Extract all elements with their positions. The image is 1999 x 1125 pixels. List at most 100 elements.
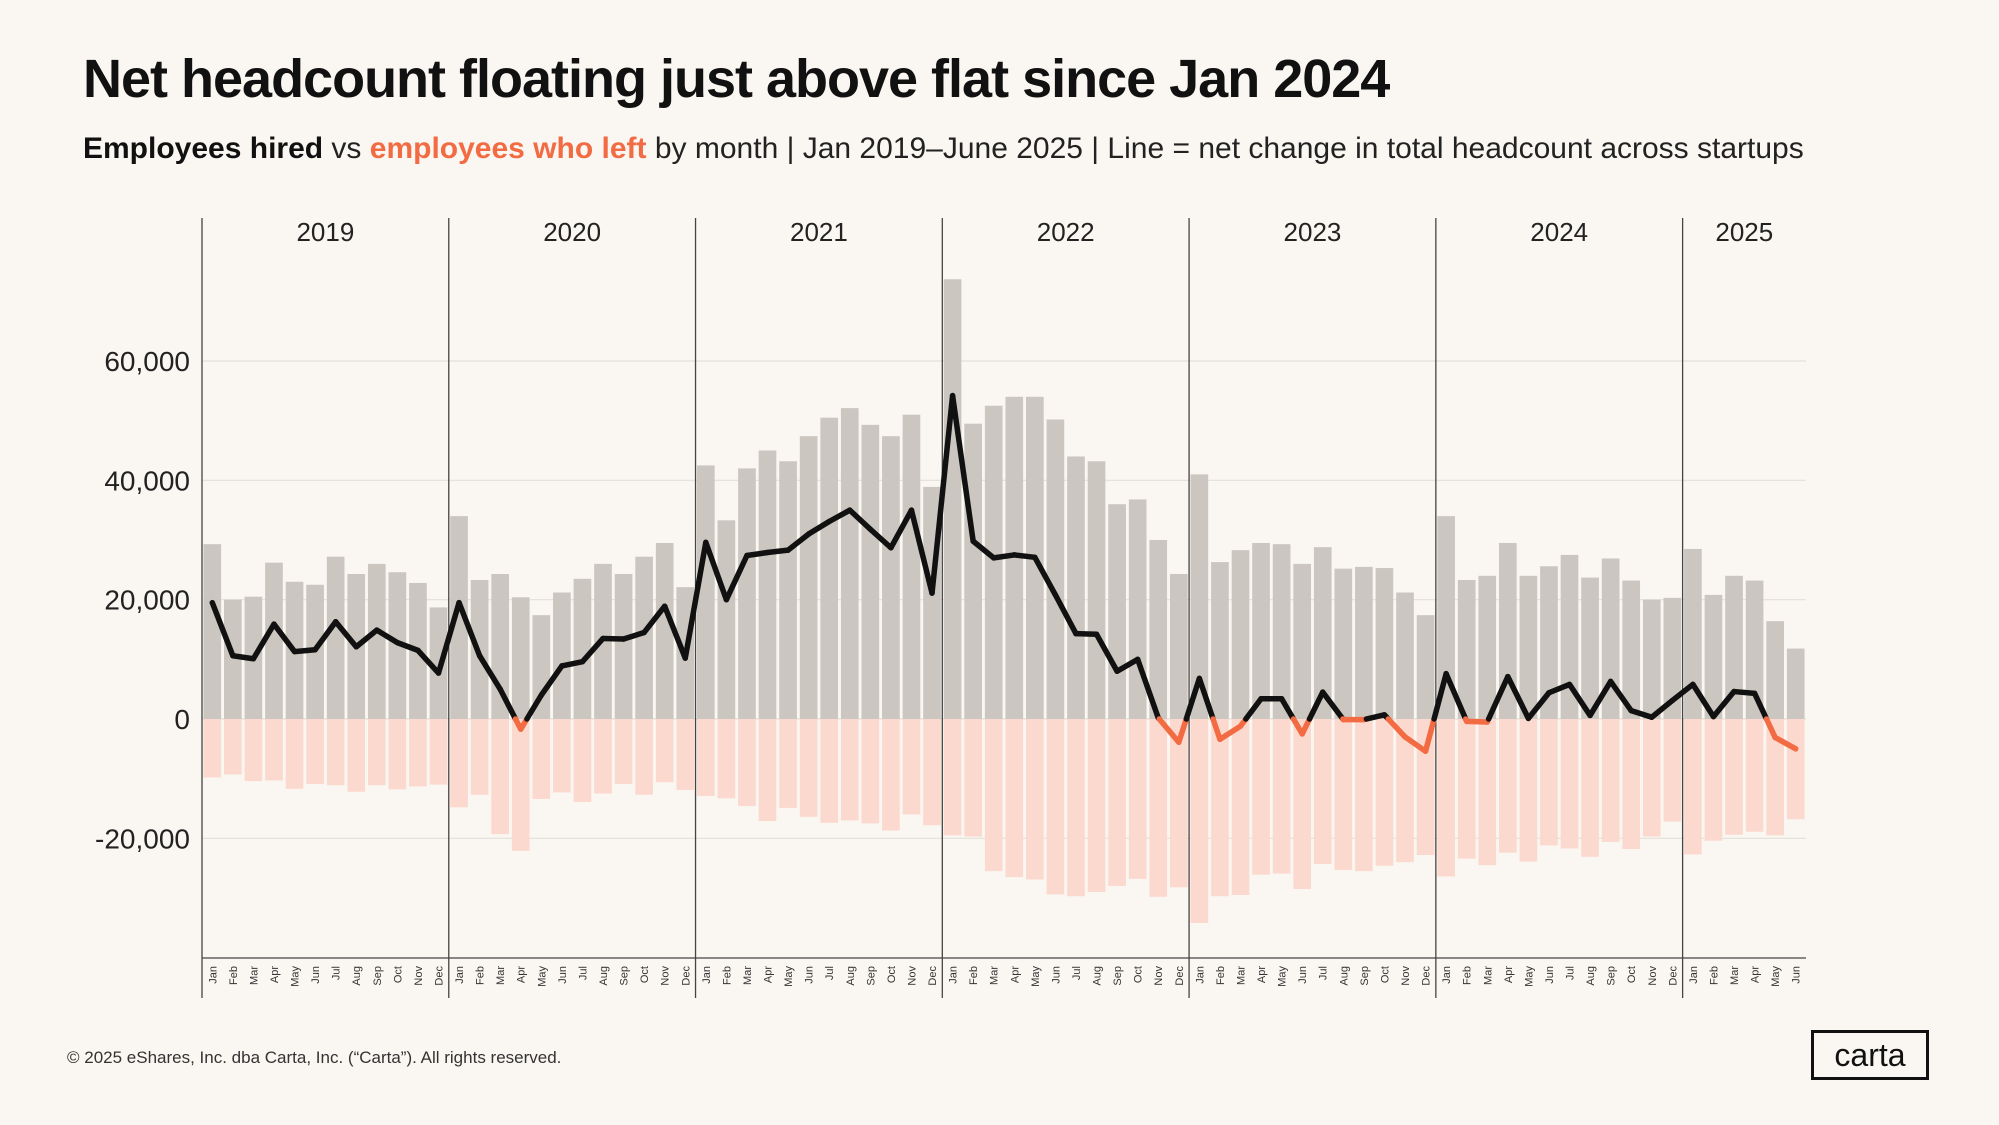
left-bar: [696, 719, 715, 796]
net-line-segment: [888, 507, 915, 551]
month-label: Jan: [1441, 966, 1453, 984]
month-label: Jun: [804, 966, 816, 984]
left-bar: [1355, 719, 1373, 872]
month-label: Jul: [577, 966, 589, 980]
month-label: Jun: [310, 966, 322, 984]
net-line-segment: [1217, 723, 1244, 743]
left-bar: [1581, 719, 1599, 857]
net-line-segment: [1566, 681, 1593, 719]
month-label: Dec: [433, 966, 445, 986]
net-line-segment: [1525, 689, 1552, 722]
net-line-segment: [1628, 707, 1655, 720]
year-label: 2021: [790, 217, 848, 247]
net-line-segment: [230, 653, 257, 662]
month-label: Oct: [1379, 966, 1391, 983]
net-line-segment: [579, 635, 606, 665]
left-bar: [1704, 719, 1723, 841]
month-label: Apr: [269, 966, 281, 983]
net-line-segment: [271, 621, 298, 655]
chart-title: Net headcount floating just above flat s…: [83, 49, 1390, 109]
month-label: Feb: [1215, 966, 1227, 985]
y-tick-label: 0: [174, 704, 190, 735]
net-line-segment: [476, 653, 503, 692]
net-line-segment: [908, 507, 935, 596]
left-bar: [882, 719, 900, 831]
hired-bar: [1560, 554, 1579, 719]
left-bar: [779, 719, 797, 808]
year-label: 2020: [543, 217, 601, 247]
hired-bar: [1087, 461, 1106, 719]
month-label: Nov: [1647, 966, 1659, 986]
hired-bar: [1437, 516, 1455, 719]
month-label: Aug: [598, 966, 610, 986]
left-bar: [511, 719, 530, 851]
month-label: Jan: [1194, 966, 1206, 984]
month-label: Jul: [1071, 966, 1083, 980]
net-line-segment: [1183, 675, 1203, 722]
net-line-segment: [1649, 697, 1676, 720]
month-label: Aug: [1092, 966, 1104, 986]
left-bar: [614, 719, 633, 785]
left-bar: [265, 719, 283, 781]
left-bar: [203, 719, 222, 778]
year-label: 2019: [296, 217, 354, 247]
net-line-segment: [1485, 673, 1511, 722]
left-bar: [285, 719, 304, 789]
net-line-segment: [559, 658, 586, 669]
left-bar: [840, 719, 859, 821]
month-label: Jun: [1791, 966, 1803, 984]
month-label: Oct: [1626, 966, 1638, 983]
month-label: May: [290, 966, 302, 987]
month-label: Mar: [495, 966, 507, 985]
net-line-segment: [374, 627, 401, 646]
month-label: Dec: [680, 966, 692, 986]
month-label: Jul: [331, 966, 343, 980]
net-line-segment: [1385, 716, 1408, 740]
left-bar: [1642, 719, 1661, 837]
hired-bar: [1622, 580, 1641, 719]
left-bar: [1026, 719, 1044, 880]
left-bar: [1087, 719, 1106, 893]
hired-bar: [1190, 474, 1209, 719]
left-bar: [738, 719, 756, 807]
net-line-segment: [1587, 678, 1614, 719]
net-line-segment: [1278, 695, 1297, 722]
hired-bar: [840, 408, 859, 719]
net-line-segment: [1032, 554, 1059, 598]
month-label: Sep: [1606, 966, 1618, 986]
left-bar: [1540, 719, 1558, 846]
month-label: Apr: [1256, 966, 1268, 983]
year-label: 2022: [1037, 217, 1095, 247]
net-line-segment: [415, 647, 442, 676]
subtitle-left: employees who left: [369, 132, 647, 165]
left-bar: [923, 719, 941, 826]
hired-bar: [573, 578, 592, 719]
month-label: Aug: [1338, 966, 1350, 986]
hired-bar: [820, 417, 839, 719]
hired-bar: [943, 279, 962, 719]
hired-bar: [1478, 575, 1497, 719]
left-bar: [635, 719, 653, 795]
hired-bar: [1231, 550, 1250, 719]
month-label: Nov: [413, 966, 425, 986]
month-label: Feb: [721, 966, 733, 985]
left-bar: [594, 719, 612, 794]
month-label: Jul: [1318, 966, 1330, 980]
left-bar: [1046, 719, 1065, 895]
hired-bar: [882, 436, 900, 719]
hired-bar: [1725, 575, 1743, 719]
left-bar: [758, 719, 777, 822]
hired-bar: [1046, 419, 1065, 719]
month-label: Feb: [228, 966, 240, 985]
month-label: Nov: [1153, 966, 1165, 986]
y-tick-label: 60,000: [104, 346, 190, 377]
hired-bar: [635, 556, 653, 719]
net-line-segment: [1751, 690, 1770, 722]
hired-bar: [326, 556, 345, 719]
left-bar: [1745, 719, 1764, 832]
month-label: May: [1277, 966, 1289, 987]
left-bar: [1108, 719, 1126, 887]
hired-bar: [1745, 580, 1764, 719]
left-bar: [1560, 719, 1579, 849]
hired-bar: [1252, 542, 1270, 719]
